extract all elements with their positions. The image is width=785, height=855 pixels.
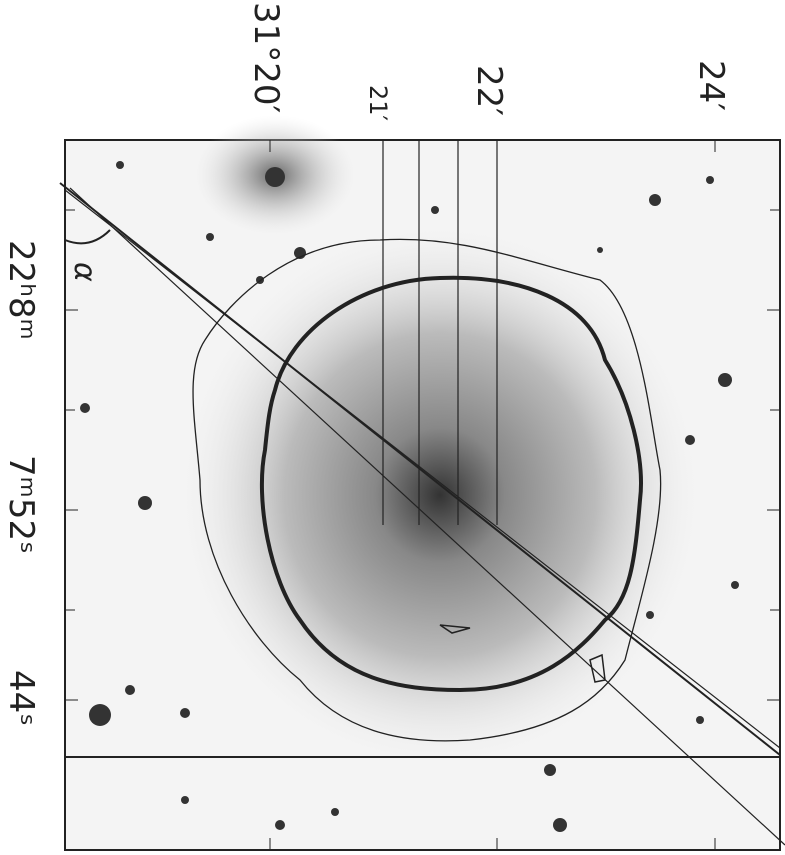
ra-label: 44ˢ bbox=[1, 670, 41, 726]
dec-label: 24′ bbox=[691, 60, 731, 111]
dec-label: 21′ bbox=[364, 85, 392, 121]
ra-label: 7ᵐ52ˢ bbox=[1, 455, 41, 554]
figure: 31°20′ 21′ 22′ 24′ 22ʰ8ᵐ 7ᵐ52ˢ 44ˢ α bbox=[0, 0, 785, 855]
angle-annotation: α bbox=[67, 262, 102, 282]
image-panel bbox=[60, 115, 785, 850]
ra-label: 22ʰ8ᵐ bbox=[1, 240, 41, 340]
dec-label: 22′ bbox=[469, 65, 509, 116]
dec-label: 31°20′ bbox=[246, 2, 286, 113]
